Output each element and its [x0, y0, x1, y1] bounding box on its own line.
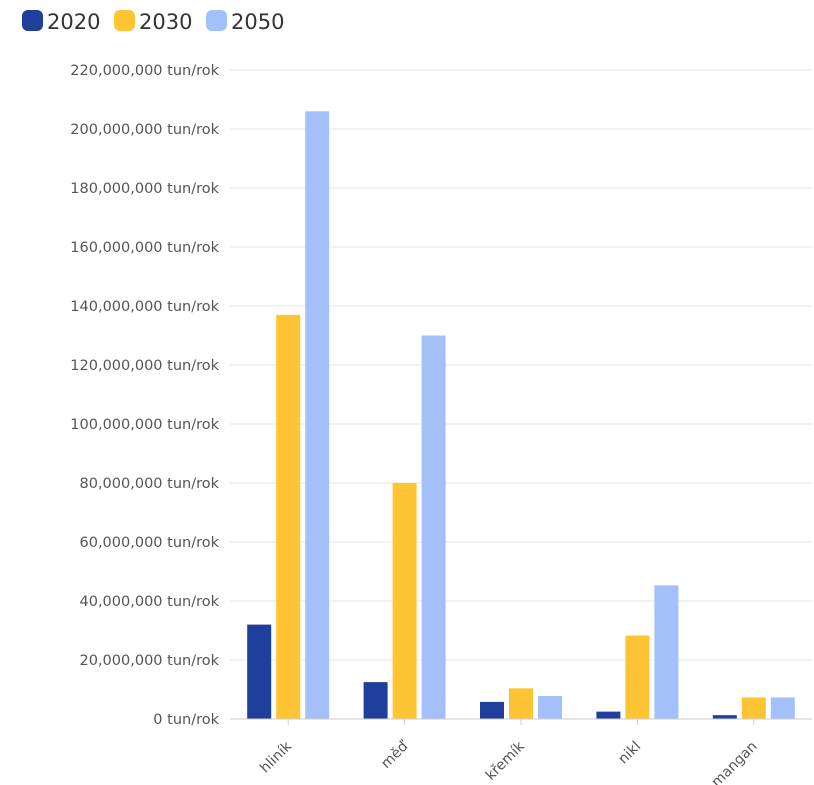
- bar-kremik-2030: [509, 688, 533, 719]
- y-tick-label: 120,000,000 tun/rok: [70, 358, 219, 374]
- bar-mangan-2030: [741, 697, 766, 719]
- bar-kremik-2020: [480, 701, 504, 719]
- bar-nikl-2020: [596, 711, 621, 719]
- y-tick-label: 20,000,000 tun/rok: [80, 653, 220, 669]
- x-tick-label: hliník: [257, 738, 295, 776]
- bar-med-2050: [421, 335, 446, 719]
- bar-mangan-2020: [712, 715, 737, 719]
- legend-swatch[interactable]: [206, 10, 227, 31]
- bar-hlinik-2030: [276, 314, 301, 719]
- y-tick-label: 160,000,000 tun/rok: [70, 240, 219, 256]
- x-axis: hliník měď křemík nikl mangan: [230, 718, 812, 785]
- y-tick-label: 100,000,000 tun/rok: [70, 417, 219, 433]
- legend-label[interactable]: 2020: [47, 10, 100, 34]
- bars: [247, 111, 795, 720]
- y-axis: 0 tun/rok 20,000,000 tun/rok 40,000,000 tu…: [70, 63, 219, 728]
- x-tick-label: měď: [378, 737, 413, 772]
- y-tick-label: 80,000,000 tun/rok: [80, 476, 220, 492]
- legend-label[interactable]: 2050: [231, 10, 284, 34]
- bar-nikl-2030: [625, 635, 650, 719]
- y-tick-label: 180,000,000 tun/rok: [70, 181, 219, 197]
- bar-hlinik-2050: [305, 111, 330, 720]
- bar-med-2020: [363, 682, 388, 719]
- y-tick-label: 0 tun/rok: [153, 712, 219, 728]
- bar-hlinik-2020: [247, 624, 272, 719]
- bar-mangan-2050: [770, 697, 795, 719]
- legend-swatch[interactable]: [114, 10, 135, 31]
- legend: 2020 2030 2050: [22, 10, 284, 34]
- bar-med-2030: [392, 483, 417, 719]
- y-tick-label: 140,000,000 tun/rok: [70, 299, 219, 315]
- x-tick-label: mangan: [709, 739, 761, 785]
- legend-swatch[interactable]: [22, 10, 43, 31]
- x-tick-label: nikl: [615, 739, 644, 768]
- legend-label[interactable]: 2030: [139, 10, 192, 34]
- bar-nikl-2050: [654, 585, 679, 719]
- y-tick-label: 220,000,000 tun/rok: [70, 63, 219, 79]
- y-tick-label: 40,000,000 tun/rok: [80, 594, 220, 610]
- y-tick-label: 60,000,000 tun/rok: [80, 535, 220, 551]
- y-tick-label: 200,000,000 tun/rok: [70, 122, 219, 138]
- x-tick-label: křemík: [483, 738, 529, 784]
- bar-kremik-2050: [538, 695, 562, 719]
